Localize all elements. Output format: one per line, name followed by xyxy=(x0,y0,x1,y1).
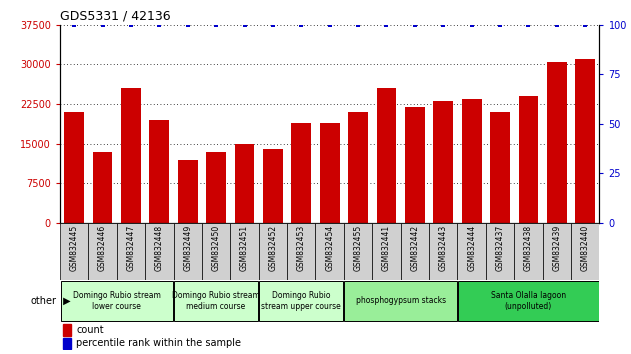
Text: GSM832447: GSM832447 xyxy=(126,225,136,271)
Bar xyxy=(174,281,258,321)
Point xyxy=(324,22,334,28)
Bar xyxy=(121,88,141,223)
Bar xyxy=(514,223,543,280)
Bar xyxy=(377,88,396,223)
Bar xyxy=(316,223,344,280)
Bar xyxy=(259,281,343,321)
Bar xyxy=(401,223,429,280)
Point xyxy=(381,22,391,28)
Text: GSM832448: GSM832448 xyxy=(155,225,164,271)
Text: GSM832440: GSM832440 xyxy=(581,225,590,271)
Text: ▶: ▶ xyxy=(60,296,71,306)
Text: GSM832439: GSM832439 xyxy=(552,225,562,271)
Point xyxy=(268,22,278,28)
Bar xyxy=(348,112,368,223)
Bar xyxy=(230,223,259,280)
Point xyxy=(495,22,505,28)
Text: GSM832442: GSM832442 xyxy=(410,225,420,271)
Bar xyxy=(174,223,202,280)
Bar xyxy=(150,120,169,223)
Text: GSM832444: GSM832444 xyxy=(467,225,476,271)
Text: percentile rank within the sample: percentile rank within the sample xyxy=(76,338,241,348)
Bar xyxy=(486,223,514,280)
Text: Domingo Rubio stream
lower course: Domingo Rubio stream lower course xyxy=(73,291,161,310)
Bar xyxy=(63,338,71,349)
Point xyxy=(551,22,562,28)
Bar xyxy=(202,223,230,280)
Text: Domingo Rubio stream
medium course: Domingo Rubio stream medium course xyxy=(172,291,260,310)
Bar xyxy=(519,96,538,223)
Text: GSM832453: GSM832453 xyxy=(297,225,306,271)
Bar xyxy=(63,324,71,336)
Bar xyxy=(429,223,457,280)
Point xyxy=(69,22,80,28)
Bar xyxy=(117,223,145,280)
Bar xyxy=(344,223,372,280)
Bar xyxy=(178,160,198,223)
Bar xyxy=(145,223,174,280)
Bar xyxy=(88,223,117,280)
Point xyxy=(211,22,221,28)
Point xyxy=(183,22,193,28)
Text: GSM832451: GSM832451 xyxy=(240,225,249,271)
Text: GSM832449: GSM832449 xyxy=(183,225,192,271)
Point xyxy=(239,22,249,28)
Bar xyxy=(543,223,571,280)
Bar xyxy=(433,102,453,223)
Bar xyxy=(547,62,567,223)
Text: Domingo Rubio
stream upper course: Domingo Rubio stream upper course xyxy=(261,291,341,310)
Text: other: other xyxy=(31,296,57,306)
Text: phosphogypsum stacks: phosphogypsum stacks xyxy=(356,296,445,306)
Bar xyxy=(571,223,599,280)
Bar xyxy=(287,223,316,280)
Point xyxy=(353,22,363,28)
Text: GSM832438: GSM832438 xyxy=(524,225,533,271)
Bar xyxy=(345,281,457,321)
Bar xyxy=(462,99,481,223)
Text: GSM832437: GSM832437 xyxy=(495,225,505,271)
Bar xyxy=(405,107,425,223)
Bar xyxy=(61,281,173,321)
Bar xyxy=(263,149,283,223)
Text: GSM832445: GSM832445 xyxy=(69,225,79,271)
Text: GSM832446: GSM832446 xyxy=(98,225,107,271)
Text: GSM832443: GSM832443 xyxy=(439,225,448,271)
Point xyxy=(296,22,306,28)
Bar xyxy=(259,223,287,280)
Text: GDS5331 / 42136: GDS5331 / 42136 xyxy=(60,9,170,22)
Point xyxy=(438,22,448,28)
Bar xyxy=(235,144,254,223)
Text: GSM832441: GSM832441 xyxy=(382,225,391,271)
Bar xyxy=(93,152,112,223)
Bar xyxy=(320,122,339,223)
Text: GSM832454: GSM832454 xyxy=(325,225,334,271)
Bar xyxy=(64,112,84,223)
Bar xyxy=(490,112,510,223)
Bar xyxy=(372,223,401,280)
Text: GSM832450: GSM832450 xyxy=(211,225,221,271)
Text: Santa Olalla lagoon
(unpolluted): Santa Olalla lagoon (unpolluted) xyxy=(491,291,566,310)
Point xyxy=(466,22,476,28)
Bar xyxy=(206,152,226,223)
Bar xyxy=(457,223,486,280)
Point xyxy=(523,22,533,28)
Bar xyxy=(292,122,311,223)
Bar xyxy=(575,59,595,223)
Text: GSM832455: GSM832455 xyxy=(353,225,363,271)
Point xyxy=(97,22,107,28)
Text: GSM832452: GSM832452 xyxy=(268,225,278,271)
Text: count: count xyxy=(76,325,104,335)
Point xyxy=(154,22,164,28)
Point xyxy=(126,22,136,28)
Bar xyxy=(60,223,88,280)
Point xyxy=(580,22,590,28)
Point xyxy=(410,22,420,28)
Bar xyxy=(458,281,599,321)
